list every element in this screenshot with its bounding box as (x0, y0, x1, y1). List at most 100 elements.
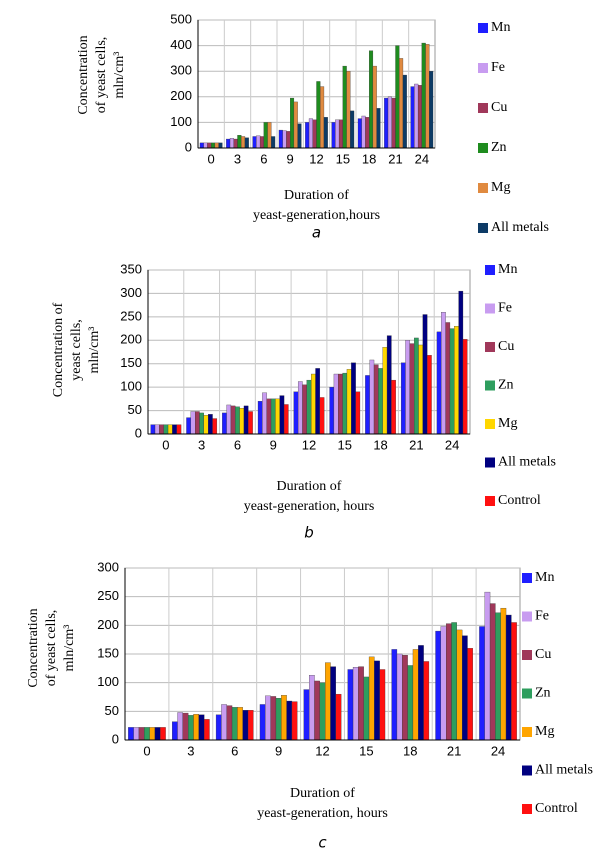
bar (449, 328, 455, 435)
bar (440, 626, 447, 741)
bar (418, 344, 423, 435)
bar (177, 712, 183, 741)
bar (422, 314, 428, 435)
x-tick-label: 3 (198, 437, 205, 452)
y-tick-label: 0 (112, 731, 119, 746)
bar (441, 312, 446, 435)
bar (265, 695, 271, 741)
bar (435, 630, 441, 741)
bar (373, 364, 379, 435)
y-axis-title: of yeast cells, (94, 37, 109, 114)
bar (407, 665, 414, 741)
bar (309, 675, 315, 741)
bar (323, 117, 328, 149)
bar (351, 362, 356, 435)
legend-swatch (522, 765, 532, 776)
legend-label: All metals (498, 455, 556, 470)
legend-label: Control (498, 493, 541, 508)
bar (346, 369, 352, 435)
bar (303, 689, 310, 741)
x-tick-label: 9 (275, 743, 282, 758)
bar (203, 415, 209, 435)
bar (405, 340, 410, 435)
bar (212, 418, 218, 435)
legend-label: Mg (498, 416, 517, 431)
bar (248, 411, 253, 435)
bar (286, 700, 293, 741)
bar (172, 721, 178, 741)
caption: c (318, 834, 327, 850)
legend-label: Zn (535, 686, 551, 701)
bar (263, 122, 268, 149)
y-axis-title: mln/cm³ (87, 327, 102, 374)
legend-label: Zn (498, 378, 514, 393)
legend-swatch (485, 265, 495, 275)
x-tick-label: 18 (373, 437, 387, 452)
bar (346, 71, 351, 149)
bar (402, 654, 408, 741)
x-tick-label: 21 (447, 743, 461, 758)
legend-label: All metals (535, 763, 593, 778)
bar (222, 412, 227, 435)
bar (417, 85, 422, 149)
bar (311, 373, 316, 435)
legend-swatch (485, 342, 495, 352)
bar (489, 603, 496, 741)
x-tick-label: 6 (260, 151, 267, 166)
bar (257, 401, 263, 435)
bar (315, 368, 321, 435)
x-tick-label: 24 (491, 743, 505, 758)
bar (163, 424, 169, 435)
bar (215, 714, 222, 741)
y-tick-label: 350 (120, 261, 142, 276)
bar (252, 136, 257, 149)
bar (355, 391, 361, 435)
legend-label: Fe (491, 60, 505, 75)
y-tick-label: 500 (170, 11, 192, 26)
x-tick-label: 3 (234, 151, 241, 166)
bar (211, 142, 216, 149)
bar (230, 405, 236, 435)
bar (446, 623, 452, 741)
y-tick-label: 200 (170, 88, 192, 103)
bar (275, 398, 280, 435)
bar (414, 337, 419, 435)
legend-swatch (522, 650, 532, 660)
x-tick-label: 21 (388, 151, 402, 166)
bar (384, 97, 389, 149)
bar (400, 362, 406, 435)
bar (484, 591, 491, 741)
bar (479, 626, 485, 741)
bar (293, 391, 299, 435)
y-axis-title: mln/cm³ (112, 52, 127, 99)
bar (231, 707, 238, 741)
x-tick-label: 0 (143, 743, 150, 758)
legend-swatch (485, 303, 495, 314)
bar (239, 408, 245, 435)
y-tick-label: 0 (135, 425, 142, 440)
legend-label: Cu (498, 339, 514, 354)
legend-swatch (485, 419, 495, 429)
bar (436, 331, 442, 435)
bar (229, 138, 234, 149)
bar (226, 705, 233, 741)
legend-swatch (522, 611, 532, 622)
x-tick-label: 24 (445, 437, 459, 452)
bar (133, 727, 140, 741)
legend-swatch (522, 804, 532, 814)
bar (350, 110, 355, 149)
bar (297, 123, 302, 149)
bar (190, 411, 196, 435)
y-axis-title: Concentration (26, 608, 41, 687)
bar (342, 65, 347, 149)
y-axis-title: yeast cells, (69, 319, 84, 380)
x-axis-title: Duration of (290, 786, 355, 801)
bar (193, 714, 199, 741)
bar (369, 359, 375, 435)
bar (243, 405, 249, 435)
bar (423, 661, 430, 741)
bar (198, 714, 205, 741)
bar (456, 629, 463, 741)
bar (293, 101, 298, 149)
bar (281, 695, 287, 741)
